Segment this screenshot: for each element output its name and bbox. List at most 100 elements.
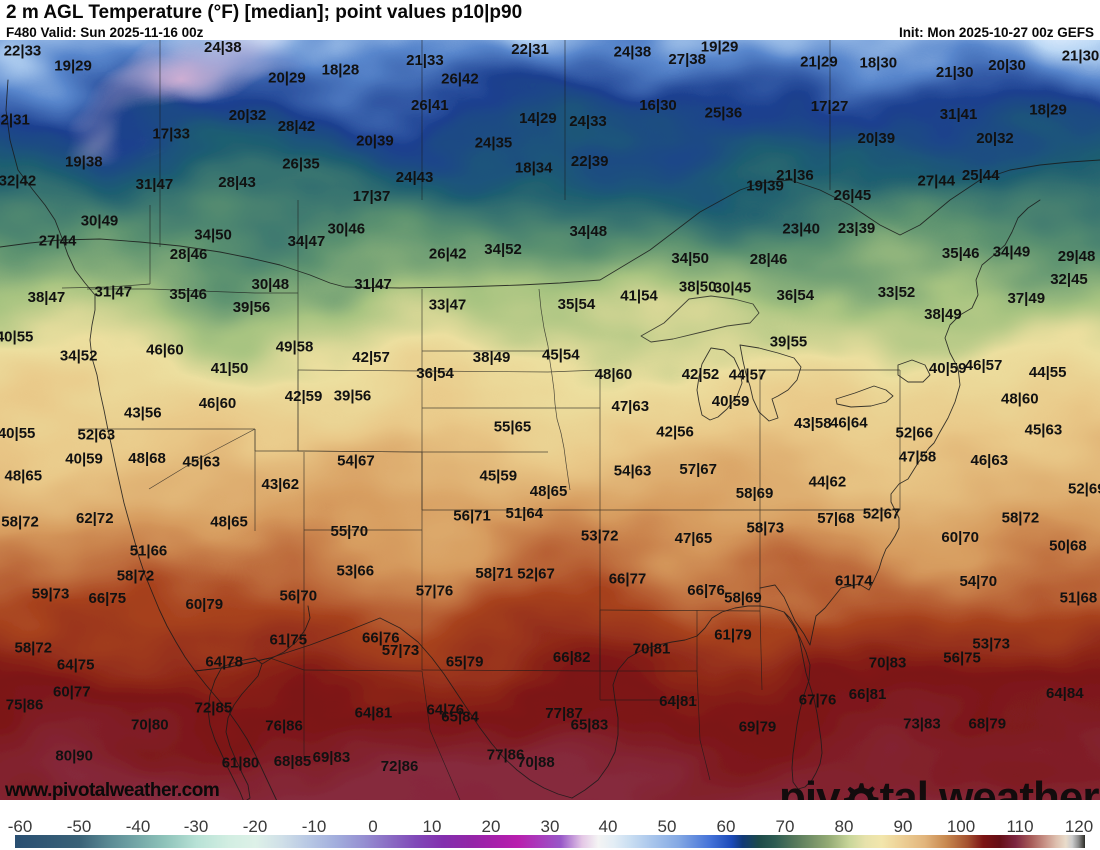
svg-text:45|59: 45|59	[480, 468, 518, 485]
svg-text:31|47: 31|47	[136, 176, 174, 193]
svg-text:18|28: 18|28	[322, 61, 360, 78]
svg-text:42|57: 42|57	[352, 349, 390, 366]
svg-text:52|63: 52|63	[78, 427, 116, 444]
svg-text:19|29: 19|29	[54, 58, 92, 75]
svg-text:33|47: 33|47	[429, 296, 467, 313]
svg-text:24|38: 24|38	[204, 40, 242, 56]
svg-text:20|29: 20|29	[268, 69, 306, 86]
svg-text:66|81: 66|81	[849, 686, 887, 703]
svg-text:28|43: 28|43	[218, 174, 256, 191]
svg-text:52|67: 52|67	[863, 506, 901, 523]
svg-text:58|73: 58|73	[747, 520, 785, 537]
svg-text:68|85: 68|85	[274, 753, 312, 770]
svg-text:38|49: 38|49	[473, 349, 511, 366]
svg-text:70|88: 70|88	[517, 754, 555, 771]
svg-text:26|35: 26|35	[282, 155, 320, 172]
svg-text:57|73: 57|73	[382, 642, 420, 659]
svg-text:14|29: 14|29	[519, 110, 557, 127]
svg-text:34|48: 34|48	[570, 223, 608, 240]
svg-text:51|66: 51|66	[130, 542, 168, 559]
svg-text:57|67: 57|67	[679, 461, 717, 478]
svg-text:58|69: 58|69	[736, 485, 774, 502]
svg-text:64|84: 64|84	[1046, 685, 1084, 702]
svg-text:34|49: 34|49	[993, 244, 1031, 261]
svg-text:46|64: 46|64	[830, 415, 868, 432]
svg-text:27|44: 27|44	[918, 173, 956, 190]
svg-text:60|79: 60|79	[186, 596, 224, 613]
svg-text:21|36: 21|36	[776, 167, 814, 184]
svg-text:18|34: 18|34	[515, 160, 553, 177]
svg-text:47|65: 47|65	[675, 530, 713, 547]
svg-text:22|33: 22|33	[4, 42, 42, 59]
svg-text:34|52: 34|52	[60, 348, 98, 365]
svg-text:21|30: 21|30	[936, 64, 974, 81]
svg-text:20|39: 20|39	[858, 130, 896, 147]
svg-text:62|72: 62|72	[76, 510, 114, 527]
svg-text:31|47: 31|47	[354, 276, 392, 293]
svg-text:28|42: 28|42	[278, 118, 316, 135]
svg-text:48|65: 48|65	[5, 468, 43, 485]
svg-text:53|66: 53|66	[337, 563, 375, 580]
svg-text:44|57: 44|57	[729, 366, 767, 383]
svg-text:52|66: 52|66	[896, 425, 934, 442]
svg-text:40|55: 40|55	[0, 425, 35, 442]
svg-text:25|36: 25|36	[705, 105, 743, 122]
svg-text:17|37: 17|37	[353, 188, 391, 205]
svg-text:32|42: 32|42	[0, 173, 36, 190]
svg-text:65|84: 65|84	[441, 709, 479, 726]
svg-text:16|30: 16|30	[639, 97, 677, 114]
svg-text:58|72: 58|72	[15, 639, 53, 656]
svg-text:34|50: 34|50	[671, 250, 709, 267]
svg-text:30|45: 30|45	[714, 280, 752, 297]
svg-text:61|74: 61|74	[835, 573, 873, 590]
svg-text:53|73: 53|73	[972, 636, 1010, 653]
svg-text:58|71: 58|71	[475, 565, 513, 582]
svg-text:35|46: 35|46	[942, 245, 980, 262]
svg-text:76|86: 76|86	[265, 718, 303, 735]
svg-text:22|31: 22|31	[511, 41, 549, 58]
svg-text:48|65: 48|65	[210, 514, 248, 531]
svg-text:68|79: 68|79	[969, 716, 1007, 733]
svg-text:65|79: 65|79	[446, 654, 484, 671]
svg-text:72|86: 72|86	[381, 758, 419, 775]
svg-text:29|48: 29|48	[1058, 248, 1096, 265]
svg-text:66|82: 66|82	[553, 649, 591, 666]
svg-text:40|59: 40|59	[712, 393, 750, 410]
svg-text:47|63: 47|63	[612, 398, 650, 415]
svg-text:66|75: 66|75	[89, 590, 127, 607]
svg-text:43|62: 43|62	[262, 476, 300, 493]
svg-text:30|49: 30|49	[81, 213, 119, 230]
svg-text:49|58: 49|58	[276, 339, 314, 356]
svg-text:54|70: 54|70	[960, 573, 998, 590]
svg-text:51|64: 51|64	[506, 505, 544, 522]
svg-text:40|59: 40|59	[65, 451, 103, 468]
svg-text:30|46: 30|46	[328, 221, 366, 238]
svg-text:26|45: 26|45	[834, 187, 872, 204]
svg-text:28|46: 28|46	[750, 251, 788, 268]
svg-text:67|76: 67|76	[799, 691, 837, 708]
svg-text:27|44: 27|44	[39, 233, 77, 250]
svg-text:64|81: 64|81	[355, 705, 393, 722]
svg-text:44|55: 44|55	[1029, 364, 1067, 381]
svg-text:39|55: 39|55	[770, 333, 808, 350]
svg-text:54|63: 54|63	[614, 463, 652, 480]
svg-text:37|49: 37|49	[1008, 290, 1046, 307]
svg-text:70|83: 70|83	[869, 654, 907, 671]
svg-text:54|67: 54|67	[337, 453, 375, 470]
svg-text:60|77: 60|77	[53, 683, 91, 700]
svg-text:39|56: 39|56	[334, 388, 372, 405]
svg-text:43|58: 43|58	[794, 415, 832, 432]
svg-text:45|63: 45|63	[1025, 422, 1063, 439]
svg-text:53|72: 53|72	[581, 527, 619, 544]
svg-text:35|54: 35|54	[558, 296, 596, 313]
svg-text:20|30: 20|30	[988, 57, 1026, 74]
svg-text:34|52: 34|52	[484, 241, 522, 258]
svg-text:42|56: 42|56	[656, 424, 694, 441]
svg-text:58|72: 58|72	[117, 568, 155, 585]
svg-text:31|47: 31|47	[95, 283, 133, 300]
svg-text:26|42: 26|42	[441, 71, 479, 88]
svg-text:57|68: 57|68	[817, 510, 855, 527]
svg-text:32|45: 32|45	[1050, 271, 1088, 288]
svg-text:70|80: 70|80	[131, 717, 169, 734]
svg-text:38|50: 38|50	[679, 279, 717, 296]
